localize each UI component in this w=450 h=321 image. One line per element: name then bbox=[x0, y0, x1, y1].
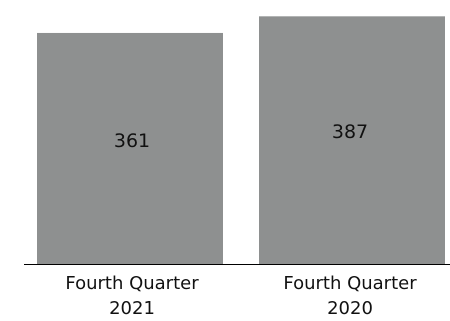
x-tick-labels-layer: Fourth Quarter 2021 Fourth Quarter 2020 bbox=[65, 273, 417, 319]
bar-2 bbox=[259, 16, 445, 264]
bar-1 bbox=[37, 32, 223, 265]
data-labels-layer: 361 387 bbox=[114, 121, 368, 152]
x-tick-label-1-line-1: Fourth Quarter bbox=[65, 273, 199, 294]
bars-layer bbox=[37, 16, 445, 265]
x-tick-label-1-line-2: 2021 bbox=[109, 298, 155, 319]
bar-value-label-1: 361 bbox=[114, 130, 150, 152]
bar-value-label-2: 387 bbox=[332, 121, 368, 143]
x-tick-label-2-line-2: 2020 bbox=[327, 298, 373, 319]
x-tick-label-2-line-1: Fourth Quarter bbox=[283, 273, 417, 294]
